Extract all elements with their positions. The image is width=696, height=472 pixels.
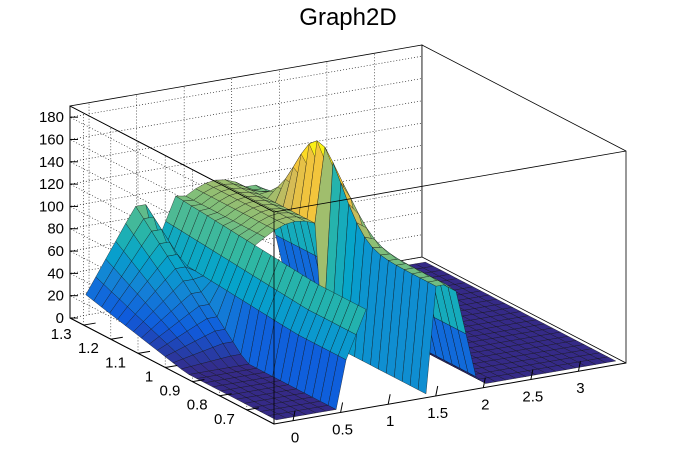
y-tick bbox=[83, 322, 96, 326]
x-tick-label: 1.5 bbox=[427, 405, 448, 422]
x-tick-label: 2.5 bbox=[522, 388, 543, 405]
surface-mesh bbox=[85, 140, 617, 421]
x-tick bbox=[292, 410, 296, 421]
y-tick-label: 0.8 bbox=[187, 397, 208, 414]
x-tick-label: 0 bbox=[291, 430, 299, 447]
y-tick-label: 1.1 bbox=[105, 354, 126, 371]
z-tick-label: 140 bbox=[39, 154, 64, 171]
z-gridline bbox=[69, 55, 423, 224]
top-left-edge bbox=[69, 105, 275, 213]
x-tick bbox=[530, 369, 534, 380]
surface-cell bbox=[597, 356, 617, 363]
y-tick bbox=[137, 350, 151, 354]
z-tick-label: 80 bbox=[47, 221, 64, 238]
z-tick-label: 60 bbox=[47, 243, 64, 260]
x-tick bbox=[387, 394, 391, 405]
front-top-edge bbox=[273, 150, 627, 213]
box-frame bbox=[69, 105, 627, 424]
axes: 0 0.5 1 1.5 2 2.5 30.70.80.911.11.21.302040608… bbox=[39, 106, 627, 447]
x-tick-label: 0.5 bbox=[332, 421, 353, 438]
z-gridline bbox=[69, 122, 423, 291]
z-tick-label: 100 bbox=[39, 198, 64, 215]
x-tick bbox=[482, 377, 486, 388]
x-tick bbox=[340, 402, 344, 413]
z-tick-label: 160 bbox=[39, 131, 64, 148]
z-tick-label: 120 bbox=[39, 176, 64, 193]
x-tick bbox=[435, 385, 439, 397]
x-tick bbox=[577, 361, 581, 372]
z-tick-label: 20 bbox=[47, 288, 64, 305]
x-tick-label: 1 bbox=[386, 413, 394, 430]
y-tick-label: 0.9 bbox=[160, 383, 181, 400]
x-tick-label: 2 bbox=[481, 397, 489, 414]
y-tick bbox=[246, 407, 259, 411]
surface-cell bbox=[347, 305, 367, 335]
y-axis-line bbox=[69, 317, 275, 425]
y-tick-label: 1.2 bbox=[78, 340, 99, 357]
right-wall bbox=[421, 44, 627, 364]
y-tick bbox=[165, 364, 178, 368]
y-tick bbox=[219, 393, 232, 397]
y-tick-label: 1.3 bbox=[51, 326, 72, 343]
x-axis-line bbox=[273, 362, 627, 425]
y-tick bbox=[192, 379, 205, 383]
z-tick-label: 0 bbox=[56, 310, 64, 327]
chart-title: Graph2D bbox=[299, 4, 397, 31]
z-tick-label: 180 bbox=[39, 109, 64, 126]
z-tick-label: 40 bbox=[47, 265, 64, 282]
y-tick-label: 0.7 bbox=[214, 411, 235, 428]
y-tick bbox=[110, 336, 123, 340]
z-gridline bbox=[69, 78, 423, 246]
x-tick-label: 3 bbox=[576, 380, 584, 397]
y-tick-label: 1 bbox=[145, 368, 153, 385]
z-gridline bbox=[69, 100, 423, 269]
